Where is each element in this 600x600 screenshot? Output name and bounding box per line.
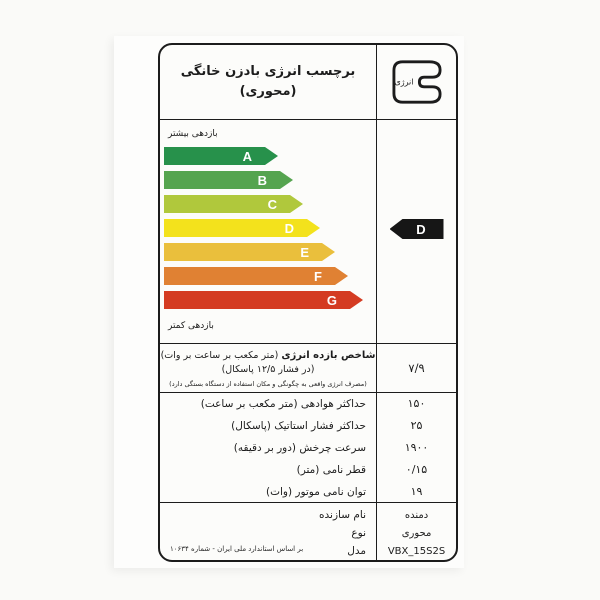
grade-arrow: G	[164, 291, 363, 309]
label-title: برچسب انرژی بادزن خانگی (محوری)	[160, 45, 376, 120]
consumption-note: (مصرف انرژی واقعی به چگونگی و مکان استفا…	[169, 380, 367, 388]
footer-value: VBX_15S2S	[387, 545, 446, 557]
more-efficiency-label: بازدهی بیشتر	[168, 129, 218, 139]
grade-arrow: B	[164, 171, 293, 189]
spec-label: قطر نامی (متر)	[296, 464, 366, 476]
grade-arrow-row: F	[164, 267, 372, 291]
energy-index-value: ۷/۹	[376, 344, 456, 393]
energy-logo-label: انرژی	[394, 77, 414, 87]
footer-label: نوع	[351, 527, 366, 539]
grade-arrow-row: A	[164, 147, 372, 171]
spec-values: ۱۵۰ ۲۵ ۱۹۰۰ ۰/۱۵ ۱۹	[376, 393, 456, 503]
energy-logo-icon: انرژی	[388, 57, 446, 107]
energy-index-title-bold: شاخص بازده انرژی	[281, 350, 376, 361]
grade-arrow-row: C	[164, 195, 372, 219]
footer-label-rows: نام سازنده نوع مدل	[160, 506, 376, 560]
spec-labels: حداکثر هوادهی (متر مکعب بر ساعت) حداکثر ف…	[160, 393, 376, 503]
label-title-line1: برچسب انرژی بادزن خانگی	[180, 63, 356, 79]
grade-letter: F	[314, 268, 322, 284]
current-grade-letter: D	[416, 221, 426, 237]
spec-label: حداکثر هوادهی (متر مکعب بر ساعت)	[200, 398, 366, 410]
current-grade-badge: D	[389, 219, 444, 239]
energy-logo-cell: انرژی	[376, 45, 456, 120]
spec-value: ۱۵۰	[407, 397, 426, 411]
footer-values: دمنده محوری VBX_15S2S	[376, 503, 456, 560]
energy-index-title: شاخص بازده انرژی (متر مکعب بر ساعت بر وا…	[160, 349, 376, 362]
grade-letter: D	[284, 220, 294, 236]
spec-label: توان نامی موتور (وات)	[265, 486, 366, 498]
footer-label: نام سازنده	[319, 509, 366, 521]
grade-letter: B	[257, 172, 267, 188]
spec-value: ۱۹۰۰	[404, 440, 429, 454]
energy-label-card: برچسب انرژی بادزن خانگی (محوری) انرژی با…	[158, 43, 458, 562]
spec-value: ۰/۱۵	[405, 462, 428, 476]
pressure-condition: (در فشار ۱۲/۵ پاسکال)	[221, 364, 315, 375]
grade-arrow-row: B	[164, 171, 372, 195]
footer-value: دمنده	[404, 509, 429, 521]
grade-arrow-row: D	[164, 219, 372, 243]
spec-value: ۱۹	[410, 484, 423, 498]
grade-arrow: F	[164, 267, 348, 285]
spec-label: حداکثر فشار استاتیک (پاسکال)	[231, 420, 366, 432]
energy-index-units: (متر مکعب بر ساعت بر وات)	[160, 350, 279, 361]
standard-note: بر اساس استاندارد ملی ایران - شماره ۱۰۶۳…	[170, 545, 304, 553]
label-title-line2: (محوری)	[239, 84, 297, 99]
grade-arrows: A B C D E F	[164, 147, 372, 315]
grade-arrow: D	[164, 219, 320, 237]
grade-arrow: E	[164, 243, 335, 261]
grade-arrow-row: G	[164, 291, 372, 315]
grade-arrow: C	[164, 195, 303, 213]
energy-index-section: شاخص بازده انرژی (متر مکعب بر ساعت بر وا…	[160, 344, 376, 393]
grade-arrow-row: E	[164, 243, 372, 267]
spec-value: ۲۵	[410, 419, 423, 433]
footer-labels: نام سازنده نوع مدل بر اساس استاندارد ملی ا…	[160, 503, 376, 560]
footer-label: مدل	[347, 545, 366, 557]
current-grade-cell: D	[376, 120, 456, 344]
grade-letter: E	[300, 244, 309, 260]
grade-letter: A	[242, 148, 252, 164]
efficiency-scale: بازدهی بیشتر A B C D E	[160, 120, 376, 344]
grade-letter: C	[267, 196, 277, 212]
grade-arrow: A	[164, 147, 278, 165]
spec-label: سرعت چرخش (دور بر دقیقه)	[233, 442, 366, 454]
footer-value: محوری	[401, 527, 432, 539]
grade-letter: G	[326, 292, 337, 308]
less-efficiency-label: بازدهی کمتر	[168, 321, 214, 331]
